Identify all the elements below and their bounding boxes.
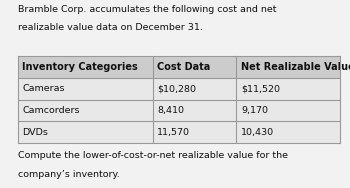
Bar <box>18 56 340 78</box>
Text: Inventory Categories: Inventory Categories <box>22 62 138 72</box>
Text: Net Realizable Value: Net Realizable Value <box>241 62 350 72</box>
Text: 10,430: 10,430 <box>241 128 274 136</box>
Text: 8,410: 8,410 <box>157 106 184 115</box>
Text: 9,170: 9,170 <box>241 106 268 115</box>
Text: Camcorders: Camcorders <box>22 106 79 115</box>
Text: $10,280: $10,280 <box>157 84 196 93</box>
Text: company’s inventory.: company’s inventory. <box>18 170 119 179</box>
Text: realizable value data on December 31.: realizable value data on December 31. <box>18 24 202 33</box>
Text: Compute the lower-of-cost-or-net realizable value for the: Compute the lower-of-cost-or-net realiza… <box>18 151 287 160</box>
Text: DVDs: DVDs <box>22 128 48 136</box>
Text: $11,520: $11,520 <box>241 84 280 93</box>
Text: 11,570: 11,570 <box>157 128 190 136</box>
Text: Cost Data: Cost Data <box>157 62 211 72</box>
Bar <box>18 78 340 100</box>
Text: Cameras: Cameras <box>22 84 64 93</box>
Bar <box>18 100 340 121</box>
Bar <box>18 121 340 143</box>
Text: Bramble Corp. accumulates the following cost and net: Bramble Corp. accumulates the following … <box>18 5 276 14</box>
